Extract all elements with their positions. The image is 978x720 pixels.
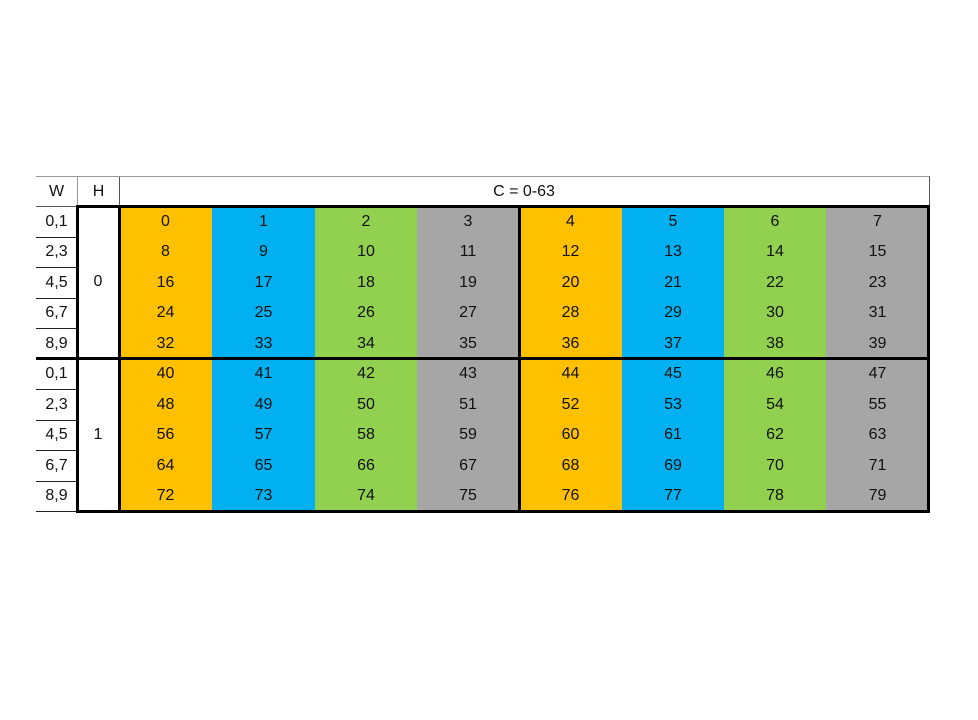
data-cell: 25 [212, 298, 316, 329]
data-cell: 15 [826, 237, 930, 268]
data-cell: 58 [315, 420, 418, 451]
w-label: 6,7 [36, 298, 78, 329]
data-cell: 10 [315, 237, 418, 268]
h-label-0: 0 [77, 206, 120, 359]
data-cell: 66 [315, 450, 418, 482]
data-cell: 27 [417, 298, 520, 329]
data-cell: 50 [315, 389, 418, 421]
data-cell: 9 [212, 237, 316, 268]
data-cell: 51 [417, 389, 520, 421]
data-cell: 12 [519, 237, 623, 268]
h-label-1: 1 [77, 359, 120, 512]
data-cell: 6 [724, 206, 827, 238]
data-cell: 35 [417, 328, 520, 360]
data-cell: 22 [724, 267, 827, 299]
data-cell: 45 [622, 359, 725, 390]
data-cell: 30 [724, 298, 827, 329]
header-w: W [36, 176, 78, 207]
data-cell: 33 [212, 328, 316, 360]
data-cell: 47 [826, 359, 930, 390]
data-cell: 60 [519, 420, 623, 451]
data-cell: 74 [315, 481, 418, 512]
data-cell: 49 [212, 389, 316, 421]
data-cell: 18 [315, 267, 418, 299]
data-cell: 37 [622, 328, 725, 360]
data-cell: 48 [119, 389, 213, 421]
data-cell: 34 [315, 328, 418, 360]
data-cell: 79 [826, 481, 930, 512]
w-label: 0,1 [36, 359, 78, 390]
data-cell: 41 [212, 359, 316, 390]
data-cell: 29 [622, 298, 725, 329]
data-cell: 65 [212, 450, 316, 482]
data-cell: 43 [417, 359, 520, 390]
data-cell: 67 [417, 450, 520, 482]
data-cell: 53 [622, 389, 725, 421]
data-cell: 17 [212, 267, 316, 299]
thick-border [77, 510, 930, 513]
data-cell: 75 [417, 481, 520, 512]
data-cell: 64 [119, 450, 213, 482]
w-label: 4,5 [36, 420, 78, 451]
w-label: 8,9 [36, 481, 78, 512]
data-cell: 19 [417, 267, 520, 299]
data-cell: 1 [212, 206, 316, 238]
data-cell: 73 [212, 481, 316, 512]
data-cell: 36 [519, 328, 623, 360]
data-cell: 28 [519, 298, 623, 329]
data-cell: 59 [417, 420, 520, 451]
data-cell: 54 [724, 389, 827, 421]
data-cell: 11 [417, 237, 520, 268]
w-label: 6,7 [36, 450, 78, 482]
data-cell: 68 [519, 450, 623, 482]
data-cell: 61 [622, 420, 725, 451]
data-cell: 26 [315, 298, 418, 329]
data-cell: 13 [622, 237, 725, 268]
data-cell: 57 [212, 420, 316, 451]
data-cell: 76 [519, 481, 623, 512]
data-cell: 63 [826, 420, 930, 451]
w-label: 0,1 [36, 206, 78, 238]
data-cell: 8 [119, 237, 213, 268]
data-cell: 2 [315, 206, 418, 238]
data-cell: 5 [622, 206, 725, 238]
data-cell: 24 [119, 298, 213, 329]
data-cell: 23 [826, 267, 930, 299]
header-h: H [77, 176, 120, 207]
data-cell: 55 [826, 389, 930, 421]
data-cell: 40 [119, 359, 213, 390]
data-cell: 38 [724, 328, 827, 360]
data-cell: 56 [119, 420, 213, 451]
data-cell: 4 [519, 206, 623, 238]
thick-border [36, 357, 930, 360]
data-cell: 72 [119, 481, 213, 512]
data-cell: 3 [417, 206, 520, 238]
data-cell: 31 [826, 298, 930, 329]
data-cell: 52 [519, 389, 623, 421]
data-cell: 71 [826, 450, 930, 482]
data-cell: 78 [724, 481, 827, 512]
data-cell: 7 [826, 206, 930, 238]
data-cell: 0 [119, 206, 213, 238]
header-c: C = 0-63 [119, 176, 930, 207]
w-label: 4,5 [36, 267, 78, 299]
data-cell: 77 [622, 481, 725, 512]
w-label: 8,9 [36, 328, 78, 360]
data-cell: 16 [119, 267, 213, 299]
thick-border [77, 205, 930, 208]
data-cell: 46 [724, 359, 827, 390]
data-cell: 69 [622, 450, 725, 482]
w-label: 2,3 [36, 237, 78, 268]
data-cell: 44 [519, 359, 623, 390]
data-cell: 62 [724, 420, 827, 451]
data-cell: 32 [119, 328, 213, 360]
data-cell: 39 [826, 328, 930, 360]
w-label: 2,3 [36, 389, 78, 421]
data-cell: 42 [315, 359, 418, 390]
data-cell: 21 [622, 267, 725, 299]
data-cell: 70 [724, 450, 827, 482]
data-cell: 14 [724, 237, 827, 268]
data-cell: 20 [519, 267, 623, 299]
